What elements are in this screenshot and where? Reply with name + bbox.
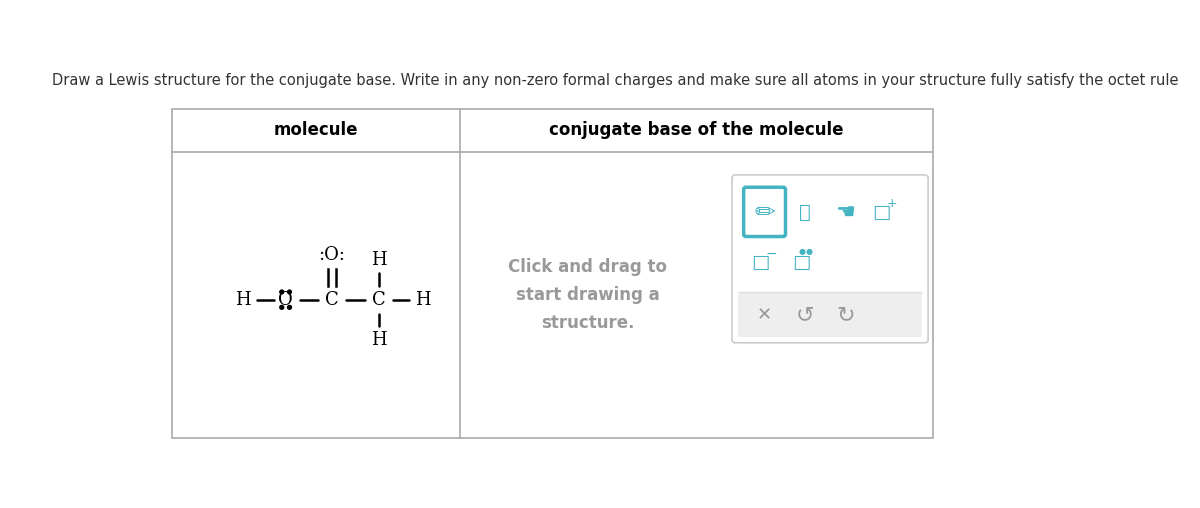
Text: ✏: ✏: [754, 201, 775, 225]
Text: ☚: ☚: [835, 203, 856, 223]
Text: ↻: ↻: [836, 305, 854, 325]
Text: molecule: molecule: [274, 121, 358, 139]
Text: O: O: [278, 291, 293, 309]
Text: −: −: [766, 246, 778, 261]
Text: ⬜: ⬜: [799, 203, 811, 222]
Circle shape: [808, 249, 812, 254]
Text: ✕: ✕: [757, 306, 772, 324]
Circle shape: [280, 290, 283, 294]
Text: H: H: [371, 331, 386, 348]
Bar: [738, 293, 922, 337]
Text: C: C: [372, 291, 385, 309]
Text: □: □: [792, 253, 810, 272]
Text: conjugate base of the molecule: conjugate base of the molecule: [550, 121, 844, 139]
Text: ↺: ↺: [796, 305, 814, 325]
Text: H: H: [371, 250, 386, 269]
Text: Draw a Lewis structure for the conjugate base. Write in any non-zero formal char: Draw a Lewis structure for the conjugate…: [52, 73, 1178, 87]
Circle shape: [288, 305, 292, 309]
Circle shape: [280, 305, 283, 309]
Text: □: □: [751, 253, 770, 272]
Text: +: +: [887, 197, 896, 210]
Text: Click and drag to
start drawing a
structure.: Click and drag to start drawing a struct…: [509, 258, 667, 332]
FancyBboxPatch shape: [732, 175, 928, 343]
FancyBboxPatch shape: [744, 187, 786, 237]
Text: H: H: [235, 291, 251, 309]
Text: □: □: [872, 203, 890, 222]
Circle shape: [800, 249, 805, 254]
Bar: [172, 109, 932, 438]
Circle shape: [288, 290, 292, 294]
Text: H: H: [415, 291, 431, 309]
Text: :O:: :O:: [319, 246, 346, 264]
Text: C: C: [325, 291, 340, 309]
